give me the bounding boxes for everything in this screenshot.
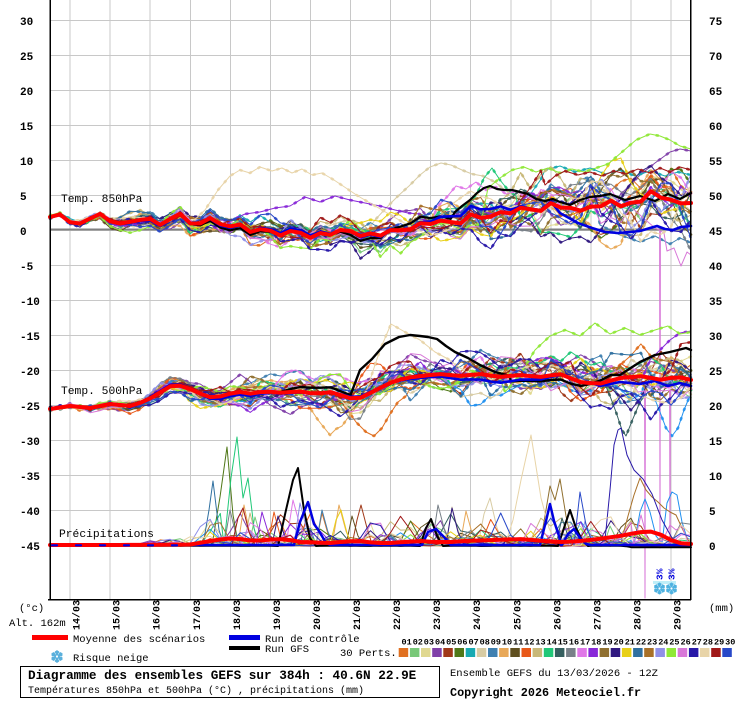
svg-text:(mm): (mm) (709, 603, 734, 615)
svg-text:06: 06 (457, 638, 467, 648)
svg-text:-15: -15 (20, 332, 40, 344)
svg-text:22: 22 (636, 638, 646, 648)
svg-text:5: 5 (20, 192, 27, 204)
svg-text:15: 15 (709, 437, 723, 449)
svg-text:21: 21 (625, 638, 635, 648)
svg-text:25: 25 (20, 52, 34, 64)
svg-text:21/03: 21/03 (352, 600, 364, 630)
svg-text:Moyenne des scénarios: Moyenne des scénarios (73, 634, 205, 646)
svg-text:18/03: 18/03 (232, 600, 244, 630)
svg-text:13: 13 (535, 638, 545, 648)
svg-text:18: 18 (591, 638, 601, 648)
svg-text:25: 25 (709, 367, 723, 379)
svg-text:Diagramme des ensembles GEFS s: Diagramme des ensembles GEFS sur 384h : … (28, 668, 417, 683)
svg-text:-35: -35 (20, 472, 40, 484)
svg-text:10: 10 (502, 638, 512, 648)
svg-text:10: 10 (20, 157, 33, 169)
svg-text:5: 5 (709, 507, 716, 519)
svg-text:05: 05 (446, 638, 456, 648)
svg-text:23: 23 (647, 638, 657, 648)
svg-text:24/03: 24/03 (472, 600, 484, 630)
svg-text:16: 16 (569, 638, 579, 648)
svg-text:16/03: 16/03 (152, 600, 164, 630)
svg-text:-45: -45 (20, 542, 40, 554)
svg-text:23/03: 23/03 (432, 600, 444, 630)
svg-text:19: 19 (602, 638, 612, 648)
svg-text:Copyright 2026 Meteociel.fr: Copyright 2026 Meteociel.fr (450, 686, 641, 700)
svg-text:29: 29 (714, 638, 724, 648)
svg-text:11: 11 (513, 638, 523, 648)
svg-text:15: 15 (20, 122, 34, 134)
svg-text:30: 30 (725, 638, 735, 648)
svg-text:-30: -30 (20, 437, 40, 449)
svg-text:55: 55 (709, 157, 723, 169)
svg-text:3%: 3% (655, 568, 666, 580)
svg-text:3%: 3% (667, 568, 678, 580)
svg-text:02: 02 (413, 638, 423, 648)
svg-text:19/03: 19/03 (272, 600, 284, 630)
svg-text:-20: -20 (20, 367, 40, 379)
svg-text:27/03: 27/03 (592, 600, 604, 630)
svg-text:03: 03 (424, 638, 434, 648)
svg-text:65: 65 (709, 87, 723, 99)
svg-text:26/03: 26/03 (552, 600, 564, 630)
svg-text:(°c): (°c) (19, 603, 44, 615)
svg-text:30: 30 (709, 332, 722, 344)
svg-text:07: 07 (469, 638, 479, 648)
svg-text:20/03: 20/03 (312, 600, 324, 630)
svg-text:Risque neige: Risque neige (73, 653, 149, 665)
svg-text:28: 28 (703, 638, 713, 648)
svg-text:30 Perts.: 30 Perts. (340, 648, 397, 660)
svg-text:08: 08 (480, 638, 490, 648)
svg-text:26: 26 (681, 638, 691, 648)
svg-text:20: 20 (709, 402, 722, 414)
svg-text:14/03: 14/03 (72, 600, 84, 630)
svg-text:Températures 850hPa et 500hPa: Températures 850hPa et 500hPa (°C) , pré… (28, 685, 364, 697)
svg-text:25: 25 (669, 638, 679, 648)
svg-text:70: 70 (709, 52, 722, 64)
svg-text:27: 27 (692, 638, 702, 648)
svg-text:-25: -25 (20, 402, 40, 414)
svg-text:Temp. 500hPa: Temp. 500hPa (61, 386, 143, 398)
svg-text:60: 60 (709, 122, 722, 134)
svg-text:17: 17 (580, 638, 590, 648)
svg-text:Run GFS: Run GFS (265, 644, 309, 656)
svg-text:-5: -5 (20, 262, 34, 274)
svg-text:20: 20 (20, 87, 33, 99)
svg-text:24: 24 (658, 638, 668, 648)
svg-text:Temp. 850hPa: Temp. 850hPa (61, 194, 143, 206)
svg-text:30: 30 (20, 17, 33, 29)
svg-text:28/03: 28/03 (633, 600, 645, 630)
svg-text:17/03: 17/03 (192, 600, 204, 630)
svg-text:01: 01 (402, 638, 412, 648)
svg-text:14: 14 (547, 638, 557, 648)
svg-text:Précipitations: Précipitations (59, 529, 154, 541)
svg-text:-40: -40 (20, 507, 40, 519)
svg-text:45: 45 (709, 227, 723, 239)
svg-text:25/03: 25/03 (512, 600, 524, 630)
svg-text:0: 0 (709, 542, 716, 554)
svg-text:0: 0 (20, 227, 27, 239)
svg-text:Alt. 162m: Alt. 162m (9, 618, 66, 630)
svg-text:12: 12 (524, 638, 534, 648)
svg-text:75: 75 (709, 17, 723, 29)
svg-text:35: 35 (709, 297, 723, 309)
svg-text:29/03: 29/03 (673, 600, 685, 630)
svg-text:10: 10 (709, 472, 722, 484)
svg-text:22/03: 22/03 (392, 600, 404, 630)
svg-text:04: 04 (435, 638, 445, 648)
svg-text:15/03: 15/03 (112, 600, 124, 630)
svg-text:-10: -10 (20, 297, 40, 309)
svg-text:Ensemble GEFS du 13/03/2026 -: Ensemble GEFS du 13/03/2026 - 12Z (450, 668, 658, 680)
svg-text:15: 15 (558, 638, 568, 648)
svg-text:50: 50 (709, 192, 722, 204)
svg-text:09: 09 (491, 638, 501, 648)
svg-text:20: 20 (614, 638, 624, 648)
svg-text:40: 40 (709, 262, 722, 274)
